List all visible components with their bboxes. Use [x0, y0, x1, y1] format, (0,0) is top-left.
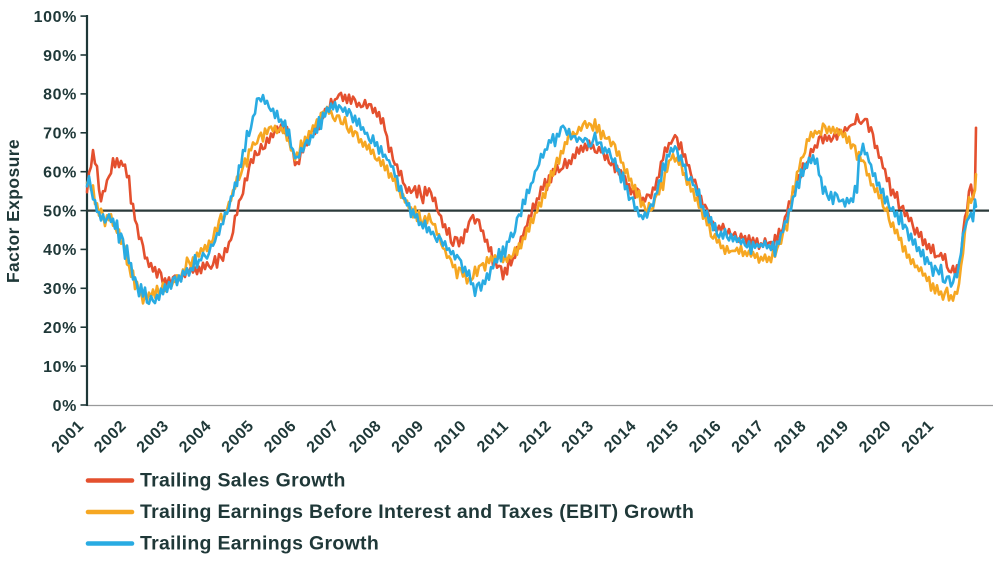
svg-text:Trailing Sales Growth: Trailing Sales Growth — [140, 470, 346, 492]
svg-text:10%: 10% — [43, 359, 77, 376]
svg-text:80%: 80% — [43, 87, 77, 104]
svg-text:60%: 60% — [43, 165, 77, 182]
svg-text:90%: 90% — [43, 48, 77, 65]
svg-text:20%: 20% — [43, 320, 77, 337]
svg-text:50%: 50% — [43, 203, 77, 220]
svg-text:Factor Exposure: Factor Exposure — [3, 139, 23, 283]
svg-text:100%: 100% — [34, 9, 77, 26]
svg-text:70%: 70% — [43, 126, 77, 143]
svg-text:Trailing Earnings Before Inter: Trailing Earnings Before Interest and Ta… — [140, 501, 694, 523]
svg-text:Trailing Earnings Growth: Trailing Earnings Growth — [140, 533, 379, 555]
svg-text:40%: 40% — [43, 242, 77, 259]
svg-text:30%: 30% — [43, 281, 77, 298]
svg-text:0%: 0% — [53, 398, 77, 415]
